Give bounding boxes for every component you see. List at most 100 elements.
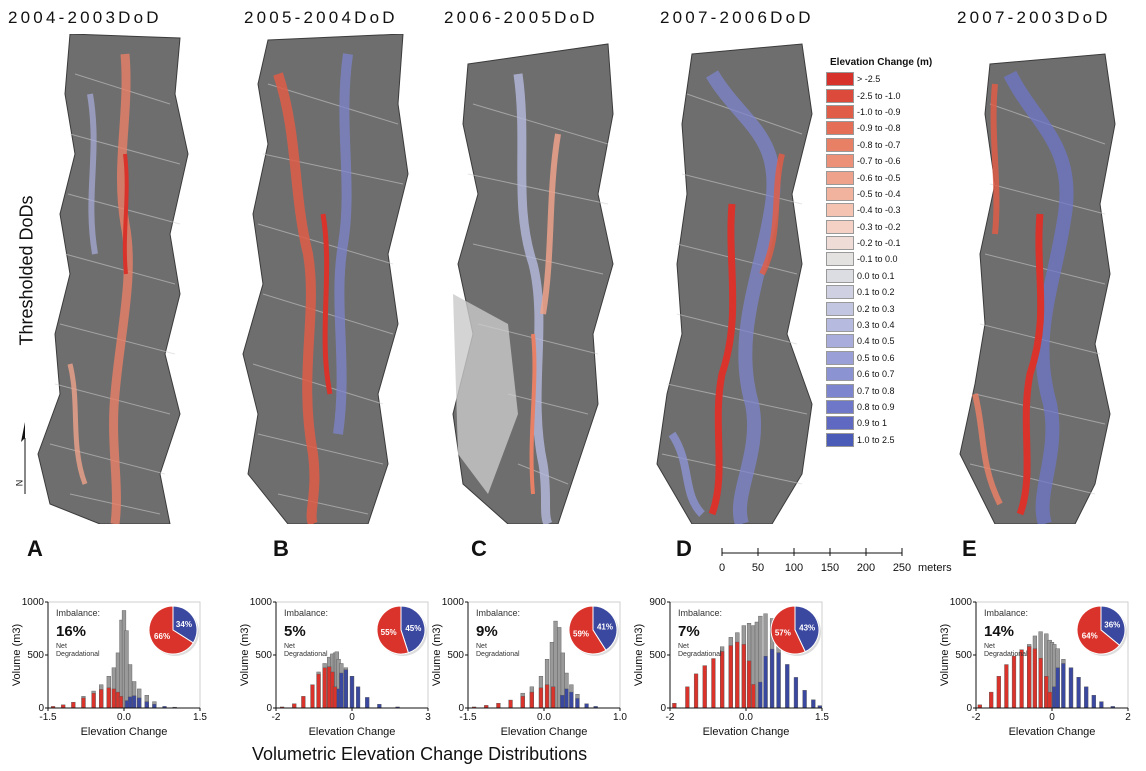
scale-tick-label: 100 xyxy=(785,562,803,574)
erosion-bar xyxy=(728,645,733,709)
legend-swatch xyxy=(826,367,854,382)
legend-swatch xyxy=(826,88,854,103)
y-axis-label: Volume (m3) xyxy=(239,624,251,686)
net-label: Net Degradational xyxy=(476,643,520,658)
y-tick-label: 0 xyxy=(266,703,272,714)
deposition-bar xyxy=(339,672,344,709)
erosion-bar xyxy=(996,675,1001,709)
deposition-bar xyxy=(758,681,763,709)
legend-label: 0.2 to 0.3 xyxy=(857,303,895,314)
legend-swatch xyxy=(826,170,854,185)
erosion-bar xyxy=(529,691,534,709)
x-tick-label: 0.0 xyxy=(117,712,131,723)
x-tick-label: 3 xyxy=(425,712,431,723)
erosion-bar xyxy=(1011,655,1017,709)
legend-item: -0.8 to -0.7 xyxy=(826,137,966,153)
erosion-bar xyxy=(1038,657,1043,709)
deposition-bar xyxy=(1061,663,1066,709)
x-tick-label: -1.5 xyxy=(39,712,57,723)
legend-swatch xyxy=(826,154,854,169)
legend-item: -0.9 to -0.8 xyxy=(826,120,966,136)
erosion-bar xyxy=(720,651,725,709)
legend-swatch xyxy=(826,203,854,218)
panel-letter-e: E xyxy=(962,536,977,561)
y-axis-label: Volume (m3) xyxy=(939,624,951,686)
legend-item: 0.2 to 0.3 xyxy=(826,300,966,316)
y-tick-label: 500 xyxy=(27,650,44,661)
dod-map-b xyxy=(242,34,409,524)
legend-item: -0.2 to -0.1 xyxy=(826,235,966,251)
legend-label: 0.3 to 0.4 xyxy=(857,320,895,331)
legend-title: Elevation Change (m) xyxy=(830,57,933,68)
y-tick-label: 0 xyxy=(660,703,666,714)
pie-label-erosion: 55% xyxy=(381,628,397,637)
legend-label: -0.8 to -0.7 xyxy=(857,139,901,150)
panel-title-a: 2004-2003DoD xyxy=(8,8,162,27)
scale-unit: meters xyxy=(918,562,952,574)
imbalance-value: 16% xyxy=(56,623,86,640)
legend-label: 0.9 to 1 xyxy=(857,418,888,429)
deposition-bar xyxy=(1091,695,1096,709)
panel-title-b: 2005-2004DoD xyxy=(244,8,398,27)
deposition-bar xyxy=(776,652,781,709)
legend-label: -0.7 to -0.6 xyxy=(857,156,901,167)
net-label: Net Degradational xyxy=(678,643,722,658)
imbalance-value: 5% xyxy=(284,623,306,640)
erosion-bar xyxy=(310,684,315,709)
x-tick-label: 2 xyxy=(1125,712,1131,723)
x-axis-label: Elevation Change xyxy=(501,726,588,738)
pie-slice-erosion xyxy=(770,605,806,655)
dod-map-e xyxy=(959,53,1116,524)
legend-item: 0.7 to 0.8 xyxy=(826,382,966,398)
erosion-bar xyxy=(989,691,994,709)
pie-slice-erosion xyxy=(1076,605,1121,655)
x-axis-label: Elevation Change xyxy=(309,726,396,738)
erosion-bar xyxy=(538,687,544,709)
deposition-bar xyxy=(802,690,807,709)
pie-label-deposition: 43% xyxy=(799,623,815,632)
erosion-bar xyxy=(322,667,327,709)
legend-label: 0.8 to 0.9 xyxy=(857,402,895,412)
legend-swatch xyxy=(826,301,854,316)
x-tick-label: 0 xyxy=(1049,712,1055,723)
north-label: N xyxy=(14,479,25,487)
deposition-bar xyxy=(343,669,349,709)
legend-item: 1.0 to 2.5 xyxy=(826,432,966,448)
legend-swatch xyxy=(826,219,854,234)
erosion-bar xyxy=(1032,648,1037,709)
total-bar xyxy=(124,630,129,709)
x-tick-label: 1.5 xyxy=(193,712,207,723)
x-axis-label: Elevation Change xyxy=(1009,726,1096,738)
x-tick-label: -2 xyxy=(666,712,675,723)
pie-slice-erosion xyxy=(148,605,194,655)
x-tick-label: -2 xyxy=(972,712,981,723)
pie-label-deposition: 36% xyxy=(1104,621,1120,630)
y-tick-label: 500 xyxy=(649,650,666,661)
legend-swatch xyxy=(826,318,854,333)
legend-label: -0.2 to -0.1 xyxy=(857,238,901,249)
net-label: Net Degradational xyxy=(284,643,328,658)
legend-item: -1.0 to -0.9 xyxy=(826,104,966,120)
pie-slice-deposition xyxy=(1100,605,1126,647)
erosion-bar xyxy=(111,688,116,709)
x-tick-label: -1.5 xyxy=(459,712,477,723)
legend-item: 0.3 to 0.4 xyxy=(826,317,966,333)
panel-letter-a: A xyxy=(27,536,43,561)
erosion-bar xyxy=(1047,691,1052,709)
x-tick-label: 0 xyxy=(349,712,355,723)
x-tick-label: 1.0 xyxy=(613,712,627,723)
panel-title-e: 2007-2003DoD xyxy=(957,8,1111,27)
legend-label: 0.4 to 0.5 xyxy=(857,336,895,347)
imbalance-value: 7% xyxy=(678,623,700,640)
y-tick-label: 1000 xyxy=(442,597,465,608)
pie-slice-erosion xyxy=(568,605,607,655)
deposition-bar xyxy=(127,696,133,709)
pie-slice-deposition xyxy=(400,605,426,654)
imbalance-label: Imbalance: xyxy=(56,608,100,618)
deposition-bar xyxy=(152,704,157,709)
erosion-bar xyxy=(71,701,76,709)
imbalance-label: Imbalance: xyxy=(476,608,520,618)
deposition-bar xyxy=(1068,667,1074,709)
y-tick-label: 1000 xyxy=(22,597,45,608)
